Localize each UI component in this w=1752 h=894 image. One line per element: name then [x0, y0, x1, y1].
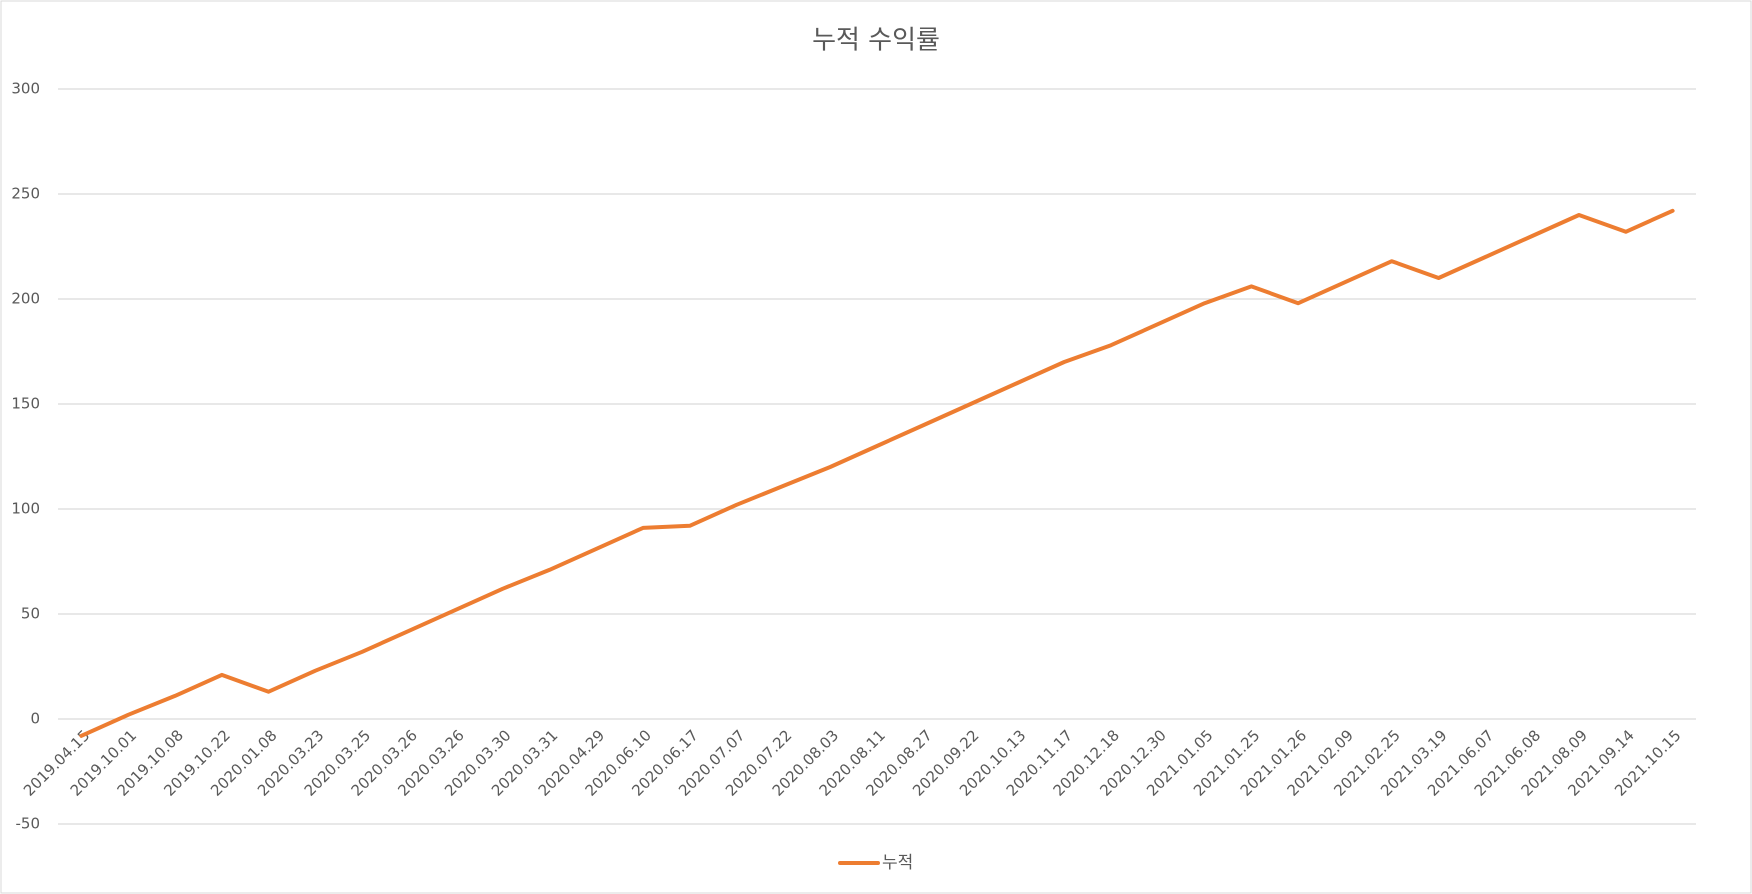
y-tick-label: -50 — [16, 815, 41, 833]
series-line — [79, 208, 1675, 738]
y-tick-label: 0 — [30, 710, 40, 728]
y-tick-label: 250 — [11, 185, 40, 203]
legend-label: 누적 — [882, 853, 913, 873]
chart-title: 누적 수익률 — [812, 26, 940, 56]
y-tick-label: 300 — [11, 80, 40, 98]
y-tick-label: 50 — [21, 605, 40, 623]
y-tick-label: 150 — [11, 395, 40, 413]
y-tick-label: 100 — [11, 500, 40, 518]
y-tick-label: 200 — [11, 290, 40, 308]
